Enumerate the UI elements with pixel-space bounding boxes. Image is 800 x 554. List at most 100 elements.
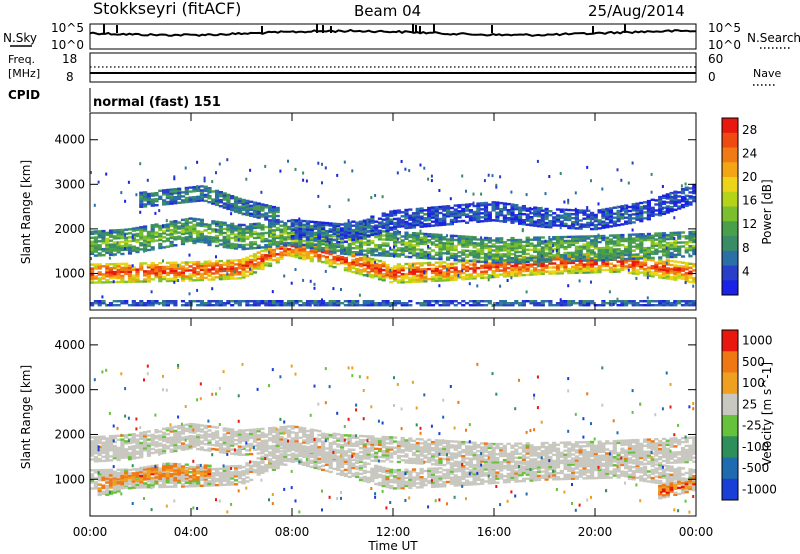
heatmap-cell xyxy=(646,211,651,215)
heatmap-cell xyxy=(313,224,318,228)
heatmap-cell xyxy=(139,199,144,202)
heatmap-cell xyxy=(328,262,333,266)
heatmap-cell xyxy=(177,264,180,268)
heatmap-cell xyxy=(127,278,133,281)
heatmap-cell xyxy=(582,257,587,260)
heatmap-cell xyxy=(480,270,485,274)
heatmap-cell xyxy=(362,241,367,244)
heatmap-cell xyxy=(684,186,689,189)
heatmap-cell xyxy=(396,211,401,214)
heatmap-cell xyxy=(226,275,231,278)
heatmap-cell xyxy=(180,232,186,236)
heatmap-cell xyxy=(381,212,386,215)
heatmap-cell xyxy=(173,224,178,227)
heatmap-cell xyxy=(502,302,507,305)
heatmap-cell xyxy=(124,232,129,235)
heatmap-cell xyxy=(536,258,542,261)
heatmap-cell xyxy=(158,302,161,306)
heatmap-cell xyxy=(143,249,148,252)
heatmap-cell xyxy=(101,445,106,448)
heatmap-cell xyxy=(203,268,208,271)
heatmap-cell xyxy=(165,304,170,307)
heatmap-cell xyxy=(465,239,470,242)
heatmap-cell xyxy=(586,247,591,250)
heatmap-cell xyxy=(502,261,507,264)
heatmap-cell xyxy=(635,253,640,256)
heatmap-cell xyxy=(574,255,579,258)
heatmap-cell xyxy=(518,270,523,273)
heatmap-cell xyxy=(427,300,432,303)
heatmap-cell xyxy=(332,259,337,263)
heatmap-cell xyxy=(540,256,545,259)
heatmap-cell xyxy=(150,194,155,197)
heatmap-cell xyxy=(241,245,246,249)
heatmap-cell xyxy=(218,195,223,198)
heatmap-cell xyxy=(158,442,163,445)
heatmap-cell xyxy=(347,252,352,256)
heatmap-cell xyxy=(290,241,295,245)
heatmap-cell xyxy=(249,262,254,266)
heatmap-cell xyxy=(442,265,447,268)
heatmap-cell xyxy=(567,241,572,245)
heatmap-cell xyxy=(639,205,644,209)
heatmap-cell xyxy=(93,203,96,207)
heatmap-cell xyxy=(525,236,530,239)
heatmap-cell xyxy=(404,217,407,220)
heatmap-cell xyxy=(491,265,496,269)
heatmap-cell xyxy=(355,261,360,265)
heatmap-cell xyxy=(260,261,265,265)
nsky-tick-high: 10^5 xyxy=(51,21,84,35)
heatmap-cell xyxy=(116,251,121,254)
heatmap-cell xyxy=(199,185,204,188)
heatmap-cell xyxy=(370,267,375,271)
heatmap-cell xyxy=(544,246,549,249)
heatmap-cell xyxy=(112,470,117,474)
heatmap-cell xyxy=(127,416,130,420)
heatmap-cell xyxy=(116,438,121,441)
heatmap-cell xyxy=(340,259,345,263)
heatmap-cell xyxy=(400,247,405,250)
heatmap-cell xyxy=(476,212,481,215)
heatmap-cell xyxy=(525,267,530,271)
heatmap-cell xyxy=(362,219,367,222)
heatmap-cell xyxy=(207,197,212,200)
heatmap-cell xyxy=(230,195,235,198)
heatmap-cell xyxy=(559,245,564,249)
heatmap-cell xyxy=(207,239,212,243)
heatmap-cell xyxy=(423,236,428,240)
heatmap-cell xyxy=(627,219,632,223)
heatmap-cell xyxy=(90,257,92,261)
heatmap-cell xyxy=(453,244,458,248)
heatmap-cell xyxy=(540,219,545,222)
heatmap-cell xyxy=(370,241,375,245)
heatmap-cell xyxy=(279,245,284,248)
heatmap-cell xyxy=(601,214,606,217)
heatmap-cell xyxy=(256,210,261,213)
heatmap-cell xyxy=(275,247,280,250)
heatmap-cell xyxy=(529,238,534,241)
heatmap-cell xyxy=(120,280,125,284)
heatmap-cell xyxy=(275,240,280,244)
heatmap-cell xyxy=(487,251,492,254)
heatmap-cell xyxy=(226,300,231,303)
heatmap-cell xyxy=(264,304,269,307)
heatmap-cell xyxy=(411,276,417,279)
heatmap-cell xyxy=(196,185,201,188)
heatmap-cell xyxy=(343,222,348,225)
heatmap-cell xyxy=(374,250,379,253)
heatmap-cell xyxy=(377,269,383,273)
heatmap-cell xyxy=(90,232,95,235)
heatmap-cell xyxy=(294,249,299,253)
heatmap-cell xyxy=(237,233,242,237)
heatmap-cell xyxy=(446,213,451,216)
heatmap-cell xyxy=(552,218,557,221)
heatmap-cell xyxy=(616,215,621,219)
heatmap-cell xyxy=(514,260,519,264)
heatmap-cell xyxy=(252,246,258,250)
heatmap-cell xyxy=(381,222,386,225)
heatmap-cell xyxy=(400,267,405,270)
heatmap-cell xyxy=(343,224,348,227)
heatmap-cell xyxy=(483,217,489,221)
heatmap-cell xyxy=(427,263,432,267)
heatmap-cell xyxy=(139,226,144,229)
